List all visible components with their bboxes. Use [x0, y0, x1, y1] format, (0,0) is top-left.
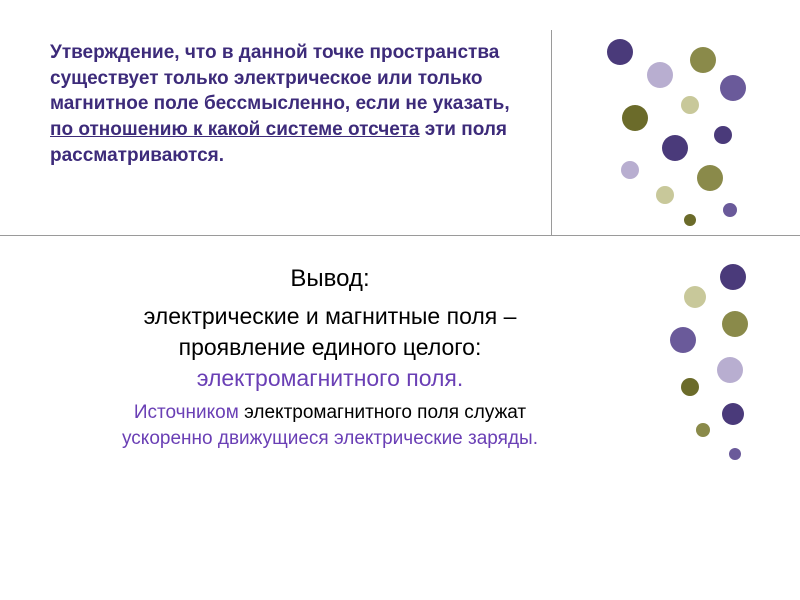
body-main-black: электрические и магнитные поля – проявле…	[144, 303, 517, 360]
body-heading: Вывод:	[110, 265, 550, 293]
body-sub-purple2: ускоренно движущиеся электрические заряд…	[122, 428, 538, 449]
body-main-text: электрические и магнитные поля – проявле…	[110, 301, 550, 394]
title-text-1: Утверждение, что в данной точке простран…	[50, 42, 510, 114]
decorative-dots-bottom	[575, 262, 755, 462]
horizontal-divider	[0, 235, 800, 236]
slide-title: Утверждение, что в данной точке простран…	[50, 40, 530, 168]
body-sub-text: Источником электромагнитного поля служат…	[110, 400, 550, 451]
body-sub-purple1: Источником	[134, 402, 239, 423]
decorative-dots-top	[575, 30, 755, 230]
slide: Утверждение, что в данной точке простран…	[0, 0, 800, 600]
title-text-underlined: по отношению к какой системе отсчета	[50, 119, 419, 140]
vertical-divider	[551, 30, 552, 235]
body-sub-black: электромагнитного поля служат	[239, 402, 526, 423]
slide-body: Вывод: электрические и магнитные поля – …	[110, 265, 550, 451]
body-main-purple: электромагнитного поля.	[197, 365, 464, 391]
